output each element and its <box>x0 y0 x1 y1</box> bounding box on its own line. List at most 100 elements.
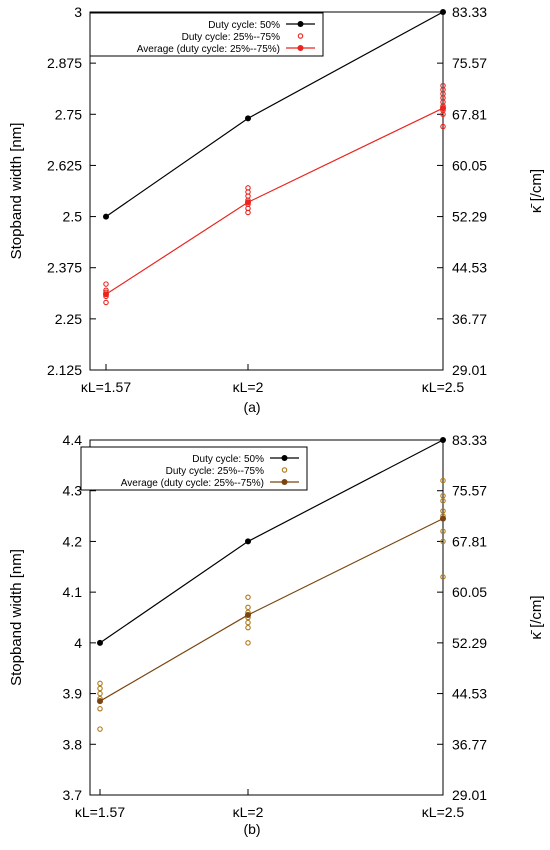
legend-label: Duty cycle: 25%--75% <box>182 32 280 43</box>
x-tick-label: κL=2 <box>233 804 264 820</box>
x-tick-label: κL=1.57 <box>75 804 125 820</box>
y2-tick-label: 67.81 <box>452 533 487 549</box>
data-point-open <box>245 594 251 600</box>
data-point <box>103 213 109 220</box>
y-tick-label: 3.9 <box>63 686 83 702</box>
y-tick-label: 2.375 <box>47 260 82 276</box>
legend-swatch-point <box>281 479 288 485</box>
data-point-open <box>440 574 446 580</box>
data-point <box>245 115 251 122</box>
data-point <box>245 199 251 206</box>
y2-tick-label: 44.53 <box>452 686 487 702</box>
plot-frame <box>89 11 444 371</box>
legend-label: Average (duty cycle: 25%--75%) <box>137 44 280 55</box>
y-axis-title: Stopband width [nm] <box>8 549 25 686</box>
data-point-open <box>97 680 103 687</box>
y-tick-label: 2.5 <box>63 209 83 225</box>
data-point-open <box>440 508 446 514</box>
y2-tick-label: 75.57 <box>452 55 487 71</box>
legend-label: Duty cycle: 50% <box>208 20 280 31</box>
y-tick-label: 2.125 <box>47 362 82 378</box>
y-tick-label: 4.1 <box>63 584 83 600</box>
y-tick-label: 2.625 <box>47 157 82 173</box>
data-point <box>245 611 251 618</box>
y-tick-label: 3.8 <box>63 736 83 752</box>
data-point-open <box>97 726 103 732</box>
y2-tick-label: 83.33 <box>452 4 487 20</box>
legend-swatch-point <box>297 21 304 27</box>
data-point <box>440 105 446 112</box>
x-tick-label: κL=2.5 <box>422 379 465 395</box>
legend-swatch-point <box>281 455 288 461</box>
y-tick-label: 4.2 <box>63 533 83 549</box>
y2-tick-label: 29.01 <box>452 362 487 378</box>
data-point-open <box>440 123 446 130</box>
y2-axis-title: κ̄ [/cm] <box>528 169 545 213</box>
series-1 <box>103 9 446 220</box>
chart-panel-1: 2.125 2.25 2.375 2.5 2.625 2.75 2.875 3 29.01 36.… <box>8 4 545 415</box>
y-tick-label: 4.4 <box>63 432 83 448</box>
y-tick-label: 2.875 <box>47 55 82 71</box>
y-tick-label: 4 <box>74 635 82 651</box>
y2-tick-label: 75.57 <box>452 483 487 499</box>
series-2 <box>103 82 446 306</box>
y2-tick-label: 60.05 <box>452 157 487 173</box>
y2-tick-label: 60.05 <box>452 584 487 600</box>
data-point-open <box>440 498 446 504</box>
legend-box <box>89 12 324 57</box>
series-3 <box>103 105 446 298</box>
legend-label: Duty cycle: 50% <box>192 454 264 465</box>
series-1 <box>97 437 446 646</box>
panel-caption: (b) <box>243 821 260 837</box>
y-tick-label: 2.25 <box>55 311 82 327</box>
data-point-open <box>97 685 103 692</box>
data-point-open <box>245 604 251 611</box>
y2-tick-label: 36.77 <box>452 736 487 752</box>
data-point-open <box>103 299 109 306</box>
y2-axis-title: κ̄ [/cm] <box>528 595 545 639</box>
data-point <box>245 538 251 545</box>
panel-caption: (a) <box>243 399 260 415</box>
series-3 <box>97 515 446 705</box>
data-point-open <box>245 640 251 646</box>
y2-tick-label: 52.29 <box>452 209 487 225</box>
data-point-open <box>245 619 251 626</box>
data-point-open <box>97 690 103 697</box>
series-2 <box>97 477 446 732</box>
plot-frame <box>89 439 444 796</box>
legend-swatch-point <box>281 467 288 473</box>
legend-label: Average (duty cycle: 25%--75%) <box>121 478 264 489</box>
legend-swatch-point <box>297 45 304 51</box>
data-point <box>97 698 103 705</box>
legend-swatch-point <box>297 33 304 39</box>
y-tick-label: 4.3 <box>63 483 83 499</box>
data-point-open <box>440 111 446 118</box>
y2-tick-label: 52.29 <box>452 635 487 651</box>
y-tick-label: 3 <box>74 4 82 20</box>
series-line <box>99 518 444 702</box>
y2-tick-label: 83.33 <box>452 432 487 448</box>
chart-panel-2: 3.7 3.8 3.9 4 4.1 4.2 4.3 4.4 29.01 36.77 44.53 52.… <box>8 432 545 837</box>
legend-label: Duty cycle: 25%--75% <box>166 466 264 477</box>
data-point-open <box>103 281 109 287</box>
data-point-open <box>97 706 103 712</box>
legend-box <box>80 446 308 491</box>
x-tick-label: κL=1.57 <box>81 379 131 395</box>
y2-tick-label: 29.01 <box>452 787 487 803</box>
y-tick-label: 2.75 <box>55 106 82 122</box>
legend: Duty cycle: 50%Duty cycle: 25%--75%Avera… <box>89 12 324 57</box>
data-point <box>440 9 446 15</box>
x-tick-label: κL=2.5 <box>422 804 465 820</box>
data-point <box>440 437 446 443</box>
x-tick-label: κL=2 <box>233 379 264 395</box>
data-point-open <box>440 477 446 484</box>
y2-tick-label: 36.77 <box>452 311 487 327</box>
y-tick-label: 3.7 <box>63 787 83 803</box>
data-point-open <box>245 624 251 631</box>
data-point-open <box>245 209 251 216</box>
y2-tick-label: 44.53 <box>452 260 487 276</box>
legend: Duty cycle: 50%Duty cycle: 25%--75%Avera… <box>80 446 308 491</box>
data-point-open <box>440 493 446 499</box>
series-line <box>105 107 444 295</box>
